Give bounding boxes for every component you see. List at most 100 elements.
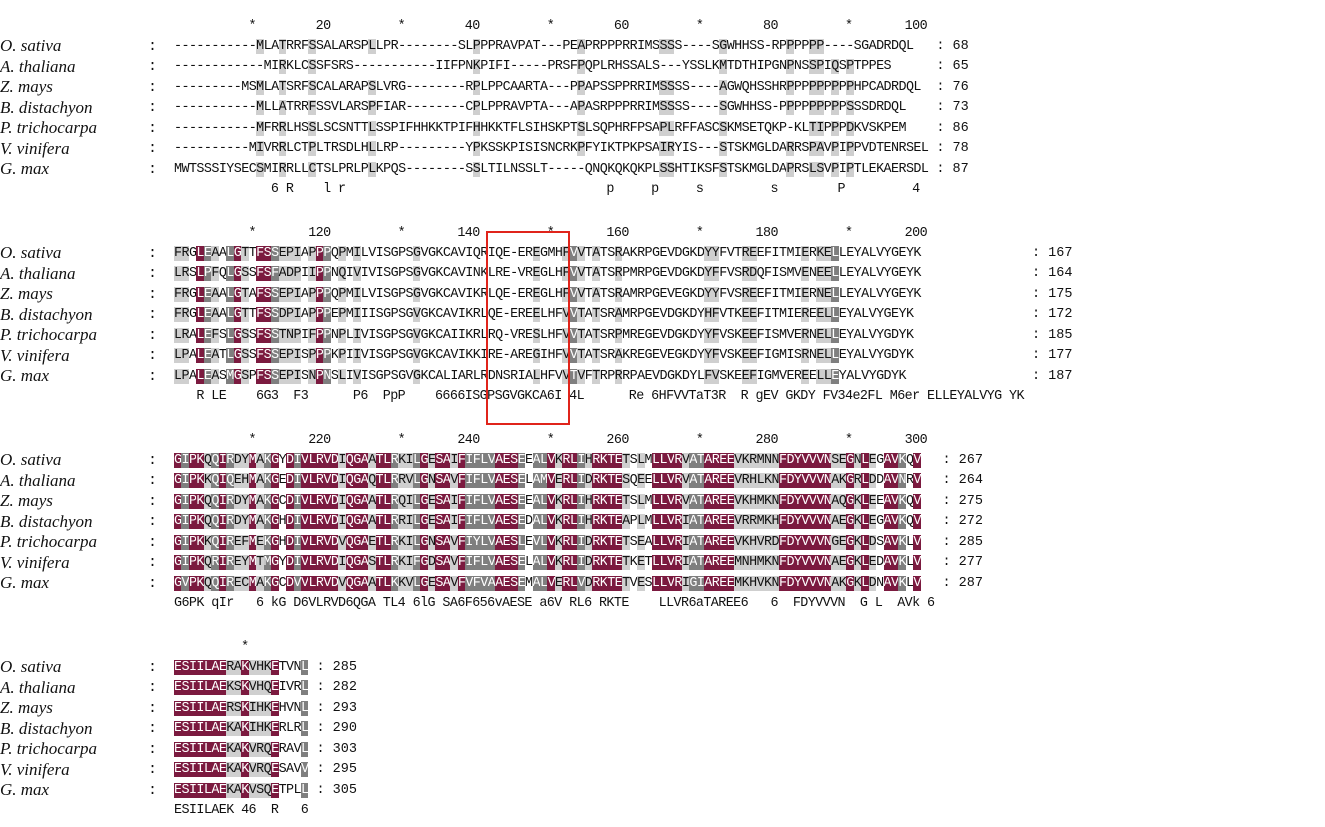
sequence-row: B. distachyon: GIPKQQIRDYMAKGHDIVLRVDIQGA…	[0, 512, 1012, 533]
species-name: B. distachyon	[0, 511, 93, 531]
sequence-row: V. vinifera: ----------MIVRRLCTPLTRSDLHLL…	[0, 139, 1006, 160]
sequence-row: P. trichocarpa: -----------MFRRLHSSLSCSNT…	[0, 118, 1006, 139]
sequence-residues: ---------MSMLATSRFSCALARAPSLVRG--------R…	[174, 79, 921, 95]
sequence-residues: GIPKQQIRDYMAKGHDIVLRVDIQGAATLRRILGESAIFI…	[174, 514, 921, 530]
position-ruler: * 120 * 140 * 160 * 180 * 200	[174, 225, 928, 241]
end-position: : 305	[316, 782, 357, 798]
sequence-residues: -----------MLATRRFSSALARSPLLPR--------SL…	[174, 38, 914, 54]
end-position: : 287	[942, 575, 983, 591]
sequence-row: Z. mays: FRGLEAALGTAFSSEPIAPPPQPMILVISGPS…	[0, 284, 1102, 305]
position-ruler: *	[174, 639, 249, 655]
end-position: : 267	[942, 452, 983, 468]
sequence-row: B. distachyon: FRGLEAALGTTFSSDPIAPPPEPMII…	[0, 305, 1102, 326]
sequence-residues: GVPKQQIRECMAKGCDVVLRVDVQGAATLKKVLGESAVFV…	[174, 575, 921, 591]
sequence-row: G. max: LPALEASMGSPFSSEPISNPNSLIVISGPSGVG…	[0, 366, 1102, 387]
end-position: : 177	[1031, 348, 1073, 364]
end-position: : 290	[316, 721, 357, 737]
species-name: G. max	[0, 573, 50, 593]
species-name: A. thaliana	[0, 470, 76, 490]
species-name: V. vinifera	[0, 552, 70, 572]
species-name: V. vinifera	[0, 759, 70, 779]
species-name: G. max	[0, 159, 50, 179]
sequence-row: P. trichocarpa: GIPKKQIREFMEKGHDIVLRVDVQG…	[0, 532, 1012, 553]
separator-colon: :	[148, 78, 158, 96]
species-name: P. trichocarpa	[0, 739, 97, 759]
end-position: : 285	[942, 534, 983, 550]
end-position: : 86	[936, 120, 969, 136]
sequence-row: O. sativa: ESIILAERAKVHKETVNL: 285	[0, 657, 386, 678]
sequence-residues: LRALEFSLGSSFSSTNPIFPPNPLIVISGPSGVGKCAIIK…	[174, 327, 914, 343]
sequence-residues: ESIILAEKAKIHKERLRL	[174, 721, 309, 737]
sequence-residues: GIPKKQIQEHMAKGEDIVLRVDIQGAQTLRRVLGNSAVFI…	[174, 473, 921, 489]
separator-colon: :	[148, 140, 158, 158]
sequence-row: A. thaliana: ESIILAEKSKVHQEIVRL : 282	[0, 678, 386, 699]
end-position: : 175	[1031, 286, 1073, 302]
sequence-row: A. thaliana: LRSLPFQLGSSFSFADPIIPPNQIVIVI…	[0, 264, 1102, 285]
sequence-residues: GIPKQQIRDYMAKGYDIVLRVDIQGAATLRKILGESAIFI…	[174, 452, 921, 468]
separator-colon: :	[148, 326, 158, 344]
species-name: V. vinifera	[0, 138, 70, 158]
end-position: : 293	[316, 700, 357, 716]
sequence-row: V. vinifera: GIPKQRIREYMTMGYDIVLRVDIQGAST…	[0, 553, 1012, 574]
consensus-line: 6 R l r p p s s P 4	[174, 181, 920, 197]
sequence-residues: ESIILAEKSKVHQEIVRL	[174, 680, 309, 696]
end-position: : 187	[1031, 368, 1073, 384]
sequence-residues: -----------MLLATRRFSSVLARSPFIAR--------C…	[174, 100, 907, 116]
sequence-residues: ESIILAERSKIHKEHVNL	[174, 700, 309, 716]
species-name: A. thaliana	[0, 677, 76, 697]
species-name: G. max	[0, 366, 50, 386]
alignment-block-1: * 20 * 40 * 60 * 80 * 100 O. sativa: -----…	[0, 16, 1325, 199]
sequence-row: G. max: MWTSSSIYSECSMIRRLLCTSLPRLPLKPQS--…	[0, 159, 1006, 180]
sequence-residues: GIPKQQIRDYMAKGCDIVLRVDIQGAATLRQILGESAIFI…	[174, 493, 921, 509]
sequence-row: Z. mays: ESIILAERSKIHKEHVNL : 293	[0, 698, 386, 719]
end-position: : 282	[316, 680, 357, 696]
sequence-row: P. trichocarpa: ESIILAEKAKVRQERAVL: 303	[0, 739, 386, 760]
species-name: B. distachyon	[0, 97, 93, 117]
separator-colon: :	[148, 720, 158, 738]
species-name: Z. mays	[0, 698, 53, 718]
separator-colon: :	[148, 160, 158, 178]
end-position: : 65	[936, 59, 969, 75]
position-ruler: * 20 * 40 * 60 * 80 * 100	[174, 18, 928, 34]
species-name: Z. mays	[0, 77, 53, 97]
end-position: : 78	[936, 141, 969, 157]
species-name: P. trichocarpa	[0, 325, 97, 345]
sequence-residues: FRGLEAALGTAFSSEPIAPPPQPMILVISGPSGVGKCAVI…	[174, 286, 921, 302]
separator-colon: :	[148, 244, 158, 262]
sequence-row: G. max: ESIILAEKAKVSQETPLL: 305	[0, 780, 386, 801]
separator-colon: :	[148, 574, 158, 592]
species-name: Z. mays	[0, 491, 53, 511]
alignment-block-3: * 220 * 240 * 260 * 280 * 300 O. sativa: G…	[0, 430, 1325, 613]
position-ruler: * 220 * 240 * 260 * 280 * 300	[174, 432, 928, 448]
sequence-residues: ------------MIRKLCSSFSRS-----------IIFPN…	[174, 59, 892, 75]
consensus-line: G6PK qIr 6 kG D6VLRVD6QGA TL4 6lG SA6F65…	[174, 595, 935, 611]
end-position: : 172	[1031, 307, 1073, 323]
species-name: O. sativa	[0, 450, 62, 470]
species-name: B. distachyon	[0, 718, 93, 738]
sequence-row: Z. mays: ---------MSMLATSRFSCALARAPSLVRG-…	[0, 77, 1006, 98]
species-name: O. sativa	[0, 243, 62, 263]
separator-colon: :	[148, 699, 158, 717]
end-position: : 272	[942, 514, 983, 530]
separator-colon: :	[148, 99, 158, 117]
consensus-line: R LE 6G3 F3 P6 PpP 6666ISGPSGVGKCA6I 4L …	[174, 388, 1024, 404]
sequence-residues: LPALEASMGSPFSSEPISNPNSLIVISGPSGVGKCALIAR…	[174, 368, 907, 384]
separator-colon: :	[148, 679, 158, 697]
separator-colon: :	[148, 781, 158, 799]
separator-colon: :	[148, 306, 158, 324]
separator-colon: :	[148, 347, 158, 365]
species-name: A. thaliana	[0, 263, 76, 283]
separator-colon: :	[148, 533, 158, 551]
sequence-row: B. distachyon: -----------MLLATRRFSSVLARS…	[0, 98, 1006, 119]
separator-colon: :	[148, 472, 158, 490]
separator-colon: :	[148, 740, 158, 758]
sequence-residues: ----------MIVRRLCTPLTRSDLHLLRP---------Y…	[174, 141, 929, 157]
sequence-residues: FRGLEAALGTTFSSEPIAPPPQPMILVISGPSGVGKCAVI…	[174, 245, 921, 261]
sequence-residues: ESIILAEKAKVRQESAVV	[174, 762, 309, 778]
consensus-line: ESIILAEK 46 R 6	[174, 802, 309, 818]
alignment-block-4: * O. sativa: ESIILAERAKVHKETVNL: 285 A. tha…	[0, 637, 1325, 820]
separator-colon: :	[148, 658, 158, 676]
end-position: : 164	[1031, 266, 1073, 282]
separator-colon: :	[148, 513, 158, 531]
separator-colon: :	[148, 367, 158, 385]
